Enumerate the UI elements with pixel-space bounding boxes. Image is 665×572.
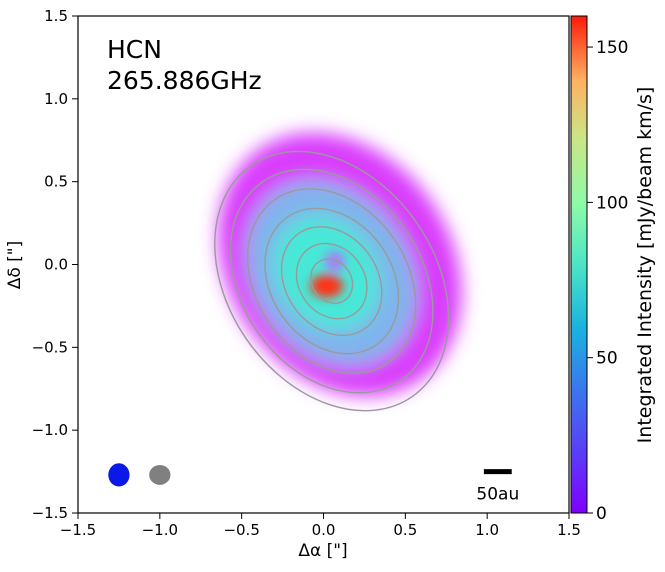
colorbar-tick-label: 50 (596, 349, 618, 369)
y-tick-label: −1.0 (32, 421, 68, 439)
y-tick-label: 0.5 (44, 173, 68, 191)
x-axis-label: Δα ["] (298, 541, 347, 561)
contour-level-4 (264, 207, 400, 355)
y-tick-label: −0.5 (32, 338, 68, 356)
colorbar-ticks: 0 50 100 150 (587, 38, 628, 524)
colorbar-label: Integrated Intensity [mJy/beam km/s] (634, 87, 656, 444)
contour-level-1 (310, 258, 354, 304)
x-tick-label: −1.5 (60, 521, 96, 539)
y-axis-ticks: −1.5 −1.0 −0.5 0.0 0.5 1.0 1.5 (32, 7, 78, 522)
emission-inner-disk (273, 216, 380, 330)
y-tick-label: 0.0 (44, 256, 68, 274)
x-tick-label: −0.5 (223, 521, 259, 539)
x-tick-label: 1.0 (475, 521, 499, 539)
colorbar-tick-label: 100 (596, 193, 628, 213)
annotation-molecule: HCN (107, 35, 162, 64)
emission-hot-spot (310, 274, 344, 298)
scale-bar-group: 50au (476, 469, 519, 505)
y-tick-label: 1.0 (44, 90, 68, 108)
colorbar (570, 15, 588, 514)
x-tick-label: −1.0 (142, 521, 178, 539)
beam-ellipses (108, 463, 171, 487)
contour-lines (214, 150, 450, 412)
colorbar-tick-label: 0 (596, 504, 607, 524)
contour-level-6 (229, 168, 434, 394)
y-tick-label: −1.5 (32, 504, 68, 522)
contour-level-2 (295, 242, 368, 320)
y-tick-label: 1.5 (44, 7, 68, 25)
x-tick-label: 1.5 (557, 521, 581, 539)
continuum-beam-ellipse (149, 464, 171, 485)
x-axis-ticks: −1.5 −1.0 −0.5 0.0 0.5 1.0 1.5 (60, 513, 581, 539)
y-axis-label: Δδ ["] (5, 241, 25, 290)
x-tick-label: 0.0 (312, 521, 336, 539)
contour-level-5 (246, 188, 417, 374)
annotation-frequency: 265.886GHz (107, 66, 262, 95)
scale-bar-label: 50au (476, 485, 519, 505)
line-beam-ellipse (108, 463, 130, 487)
contour-level-3 (280, 226, 383, 337)
colorbar-tick-label: 150 (596, 38, 628, 58)
emission-central-dip (325, 251, 345, 272)
emission-core (310, 251, 345, 298)
contour-level-7 (214, 150, 450, 412)
x-tick-label: 0.5 (393, 521, 417, 539)
